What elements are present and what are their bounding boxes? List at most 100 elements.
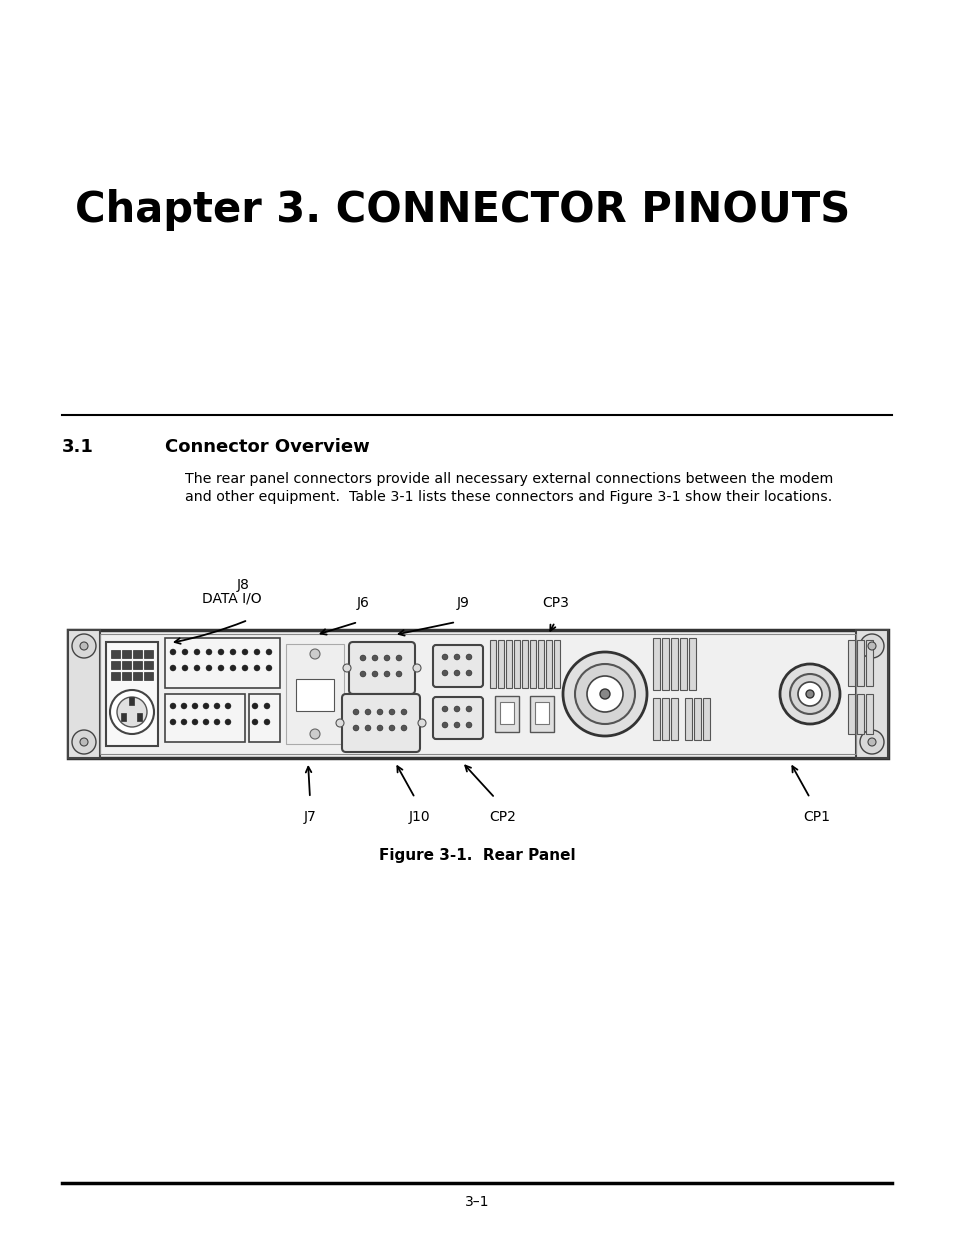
Bar — [121, 713, 127, 721]
Bar — [505, 640, 512, 688]
Bar — [652, 698, 659, 740]
Bar — [856, 640, 863, 685]
Bar — [693, 698, 700, 740]
Circle shape — [242, 664, 248, 671]
Bar — [490, 640, 496, 688]
Bar — [68, 630, 100, 758]
Circle shape — [867, 739, 875, 746]
Bar — [521, 640, 527, 688]
Bar — [530, 640, 536, 688]
Bar — [495, 697, 518, 732]
Bar — [497, 640, 503, 688]
Circle shape — [372, 655, 377, 661]
Circle shape — [335, 719, 344, 727]
Bar — [688, 638, 696, 690]
Bar — [537, 640, 543, 688]
Bar — [68, 630, 887, 758]
Text: and other equipment.  Table 3-1 lists these connectors and Figure 3-1 show their: and other equipment. Table 3-1 lists the… — [185, 490, 831, 504]
Circle shape — [213, 719, 220, 725]
Circle shape — [170, 650, 175, 655]
Circle shape — [343, 664, 351, 672]
Bar — [106, 642, 158, 746]
Bar — [286, 643, 344, 743]
Circle shape — [395, 671, 401, 677]
Bar — [165, 638, 280, 688]
Circle shape — [242, 650, 248, 655]
Bar — [144, 661, 152, 669]
Circle shape — [780, 664, 840, 724]
Circle shape — [181, 719, 187, 725]
Circle shape — [867, 642, 875, 650]
Text: J7: J7 — [303, 810, 316, 824]
Circle shape — [575, 664, 635, 724]
Circle shape — [599, 689, 609, 699]
Bar — [132, 661, 142, 669]
Text: DATA I/O: DATA I/O — [202, 592, 261, 605]
Circle shape — [441, 722, 448, 727]
Bar — [249, 694, 280, 742]
Bar — [122, 661, 131, 669]
FancyBboxPatch shape — [349, 642, 415, 694]
Circle shape — [182, 664, 188, 671]
Circle shape — [230, 650, 235, 655]
Circle shape — [441, 671, 448, 676]
Bar — [865, 694, 872, 734]
Circle shape — [252, 703, 257, 709]
Bar — [661, 698, 668, 740]
Circle shape — [359, 671, 366, 677]
Bar — [545, 640, 552, 688]
Circle shape — [454, 706, 459, 713]
Circle shape — [170, 703, 175, 709]
Circle shape — [859, 730, 883, 755]
Circle shape — [789, 674, 829, 714]
Bar — [679, 638, 686, 690]
Circle shape — [170, 664, 175, 671]
Circle shape — [454, 671, 459, 676]
Text: J8: J8 — [236, 578, 249, 592]
Bar — [684, 698, 691, 740]
Circle shape — [413, 664, 420, 672]
Circle shape — [203, 719, 209, 725]
Bar — [865, 640, 872, 685]
Circle shape — [310, 729, 319, 739]
Circle shape — [562, 652, 646, 736]
Circle shape — [441, 655, 448, 659]
Bar — [514, 640, 519, 688]
Circle shape — [400, 725, 407, 731]
Text: 3–1: 3–1 — [464, 1195, 489, 1209]
Circle shape — [206, 664, 212, 671]
Text: CP2: CP2 — [489, 810, 516, 824]
Circle shape — [859, 634, 883, 658]
Text: J6: J6 — [356, 597, 369, 610]
Bar — [122, 672, 131, 680]
Circle shape — [389, 725, 395, 731]
Bar — [295, 679, 334, 711]
Bar — [165, 694, 245, 742]
Circle shape — [170, 719, 175, 725]
Bar — [670, 698, 678, 740]
FancyBboxPatch shape — [433, 645, 482, 687]
Circle shape — [182, 650, 188, 655]
Bar — [856, 694, 863, 734]
Circle shape — [384, 671, 390, 677]
Circle shape — [441, 706, 448, 713]
Circle shape — [264, 703, 270, 709]
Text: 3.1: 3.1 — [62, 438, 93, 456]
Circle shape — [218, 664, 224, 671]
Circle shape — [376, 709, 382, 715]
Circle shape — [372, 671, 377, 677]
Bar — [144, 650, 152, 658]
Text: Connector Overview: Connector Overview — [165, 438, 370, 456]
Circle shape — [365, 725, 371, 731]
Bar — [847, 640, 854, 685]
Bar — [137, 713, 142, 721]
Circle shape — [353, 709, 358, 715]
Bar — [530, 697, 554, 732]
Circle shape — [253, 664, 260, 671]
Circle shape — [465, 706, 472, 713]
Circle shape — [359, 655, 366, 661]
Circle shape — [203, 703, 209, 709]
Text: Figure 3-1.  Rear Panel: Figure 3-1. Rear Panel — [378, 848, 575, 863]
Circle shape — [395, 655, 401, 661]
Bar — [111, 672, 120, 680]
